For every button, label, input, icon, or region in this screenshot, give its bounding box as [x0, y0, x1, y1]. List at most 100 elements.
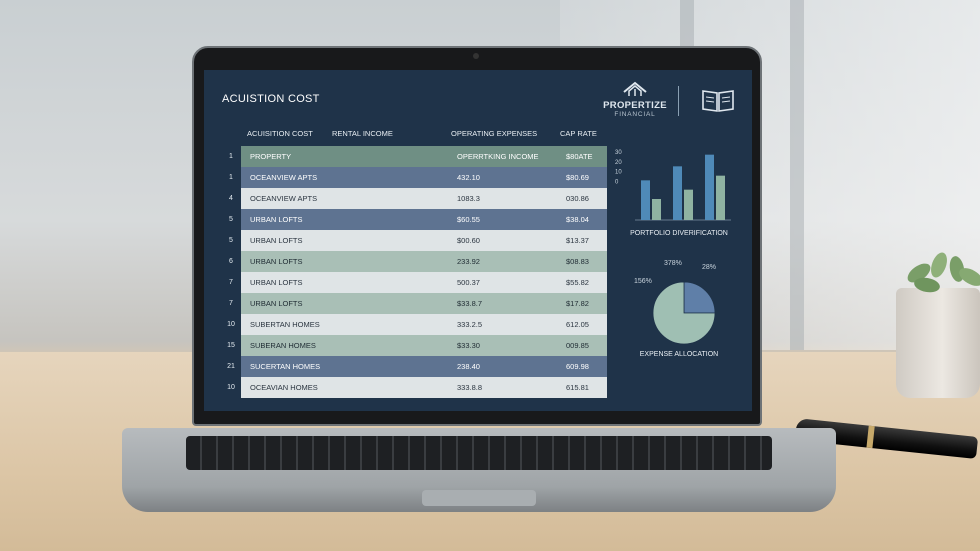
bar[interactable]: [684, 189, 693, 220]
cap-rate-value: $13.37: [566, 236, 589, 245]
laptop-screen: ACUISTION COST PROPERTIZE FINANCIAL ACUI…: [204, 70, 752, 411]
operating-value: 233.92: [457, 257, 480, 266]
column-header-rental-income[interactable]: RENTAL INCOME: [332, 129, 393, 138]
property-table: 1 PROPERTY OPERRTKING INCOME $80ATE 1 OCEANVI…: [219, 146, 607, 398]
y-tick-label: 20: [615, 160, 622, 166]
cap-rate-value: 030.86: [566, 194, 589, 203]
operating-value: $60.55: [457, 215, 480, 224]
page-title: ACUISTION COST: [222, 93, 320, 105]
portfolio-bar-chart: 30 20 10 0: [615, 150, 731, 221]
bar[interactable]: [716, 175, 725, 220]
table-row[interactable]: 10 OCEAVIAN HOMES 333.8.8 615.81: [219, 377, 607, 398]
book-icon[interactable]: [701, 87, 735, 113]
brand-logo[interactable]: PROPERTIZE FINANCIAL: [600, 80, 670, 118]
property-name: URBAN LOFTS: [250, 299, 303, 308]
pie-label: 378%: [664, 260, 682, 267]
table-row[interactable]: 15 SUBERAN HOMES $33.30 009.85: [219, 335, 607, 356]
operating-value: 333.2.5: [457, 320, 483, 329]
table-row[interactable]: 1 PROPERTY OPERRTKING INCOME $80ATE: [219, 146, 607, 168]
column-header-operating-expenses[interactable]: OPERATING EXPENSES: [451, 129, 538, 138]
table-row[interactable]: 7 URBAN LOFTS $33.8.7 $17.82: [219, 293, 607, 314]
window-frame: [790, 0, 804, 350]
house-icon: [623, 81, 647, 96]
operating-value: OPERRTKING INCOME: [457, 152, 539, 161]
row-cells[interactable]: PROPERTY OPERRTKING INCOME $80ATE: [241, 146, 607, 167]
plant-pot: [896, 288, 980, 398]
trackpad: [422, 490, 536, 506]
column-header-acquisition-cost[interactable]: ACUISITION COST: [247, 129, 313, 138]
row-number: 6: [229, 258, 233, 265]
pie-chart-caption: EXPENSE ALLOCATION: [639, 351, 719, 358]
cap-rate-value: $80.69: [566, 173, 589, 182]
operating-value: 333.8.8: [457, 383, 483, 392]
property-name: OCEANVIEW APTS: [250, 194, 318, 203]
property-name: URBAN LOFTS: [250, 236, 303, 245]
table-row[interactable]: 1 OCEANVIEW APTS 432.10 $80.69: [219, 167, 607, 188]
table-row[interactable]: 5 URBAN LOFTS $60.55 $38.04: [219, 209, 607, 230]
table-row[interactable]: 5 URBAN LOFTS $00.60 $13.37: [219, 230, 607, 251]
property-name: URBAN LOFTS: [250, 257, 303, 266]
bar[interactable]: [641, 180, 650, 220]
row-cells[interactable]: OCEANVIEW APTS 1083.3 030.86: [241, 188, 607, 209]
row-number: 1: [229, 153, 233, 160]
property-name: OCEANVIEW APTS: [250, 173, 318, 182]
operating-value: $33.30: [457, 341, 480, 350]
operating-value: 1083.3: [457, 194, 480, 203]
table-row[interactable]: 10 SUBERTAN HOMES 333.2.5 612.05: [219, 314, 607, 335]
row-cells[interactable]: OCEANVIEW APTS 432.10 $80.69: [241, 167, 607, 188]
bar[interactable]: [652, 199, 661, 220]
property-name: URBAN LOFTS: [250, 215, 303, 224]
y-tick-label: 0: [615, 179, 619, 185]
bar[interactable]: [673, 166, 682, 220]
laptop-base: [122, 428, 836, 512]
row-number: 1: [229, 174, 233, 181]
pie-label: 156%: [634, 278, 652, 285]
table-row[interactable]: 6 URBAN LOFTS 233.92 $08.83: [219, 251, 607, 272]
cap-rate-value: 615.81: [566, 383, 589, 392]
row-cells[interactable]: URBAN LOFTS 500.37 $55.82: [241, 272, 607, 293]
row-cells[interactable]: URBAN LOFTS 233.92 $08.83: [241, 251, 607, 272]
row-number: 5: [229, 237, 233, 244]
row-cells[interactable]: URBAN LOFTS $60.55 $38.04: [241, 209, 607, 230]
row-cells[interactable]: OCEAVIAN HOMES 333.8.8 615.81: [241, 377, 607, 398]
pie-label: 28%: [702, 264, 716, 271]
row-cells[interactable]: SUBERTAN HOMES 333.2.5 612.05: [241, 314, 607, 335]
row-cells[interactable]: SUBERAN HOMES $33.30 009.85: [241, 335, 607, 356]
table-row[interactable]: 21 SUCERTAN HOMES 238.40 609.98: [219, 356, 607, 377]
property-name: OCEAVIAN HOMES: [250, 383, 318, 392]
pie-slice[interactable]: [652, 281, 716, 345]
column-header-cap-rate[interactable]: CAP RATE: [560, 129, 597, 138]
operating-value: $33.8.7: [457, 299, 483, 308]
brand-divider: [678, 86, 679, 116]
cap-rate-value: $55.82: [566, 278, 589, 287]
table-row[interactable]: 7 URBAN LOFTS 500.37 $55.82: [219, 272, 607, 293]
row-cells[interactable]: URBAN LOFTS $33.8.7 $17.82: [241, 293, 607, 314]
operating-value: 432.10: [457, 173, 480, 182]
operating-value: 238.40: [457, 362, 480, 371]
row-number: 7: [229, 300, 233, 307]
row-cells[interactable]: URBAN LOFTS $00.60 $13.37: [241, 230, 607, 251]
y-tick-label: 30: [615, 150, 622, 156]
bar-chart-caption: PORTFOLIO DIVERIFICATION: [630, 230, 728, 237]
operating-value: $00.60: [457, 236, 480, 245]
cap-rate-value: $17.82: [566, 299, 589, 308]
row-number: 21: [227, 363, 235, 370]
cap-rate-value: $08.83: [566, 257, 589, 266]
keyboard: [186, 436, 772, 470]
property-name: URBAN LOFTS: [250, 278, 303, 287]
property-name: SUBERAN HOMES: [250, 341, 316, 350]
pie-slice[interactable]: [683, 281, 716, 314]
cap-rate-value: 609.98: [566, 362, 589, 371]
property-name: SUBERTAN HOMES: [250, 320, 320, 329]
bar[interactable]: [705, 154, 714, 220]
row-number: 15: [227, 342, 235, 349]
row-cells[interactable]: SUCERTAN HOMES 238.40 609.98: [241, 356, 607, 377]
row-number: 10: [227, 321, 235, 328]
y-tick-label: 10: [615, 170, 622, 176]
table-row[interactable]: 4 OCEANVIEW APTS 1083.3 030.86: [219, 188, 607, 209]
pen-band: [866, 425, 875, 449]
property-name: SUCERTAN HOMES: [250, 362, 321, 371]
property-name: PROPERTY: [250, 152, 292, 161]
operating-value: 500.37: [457, 278, 480, 287]
brand-subtitle: FINANCIAL: [614, 111, 656, 118]
